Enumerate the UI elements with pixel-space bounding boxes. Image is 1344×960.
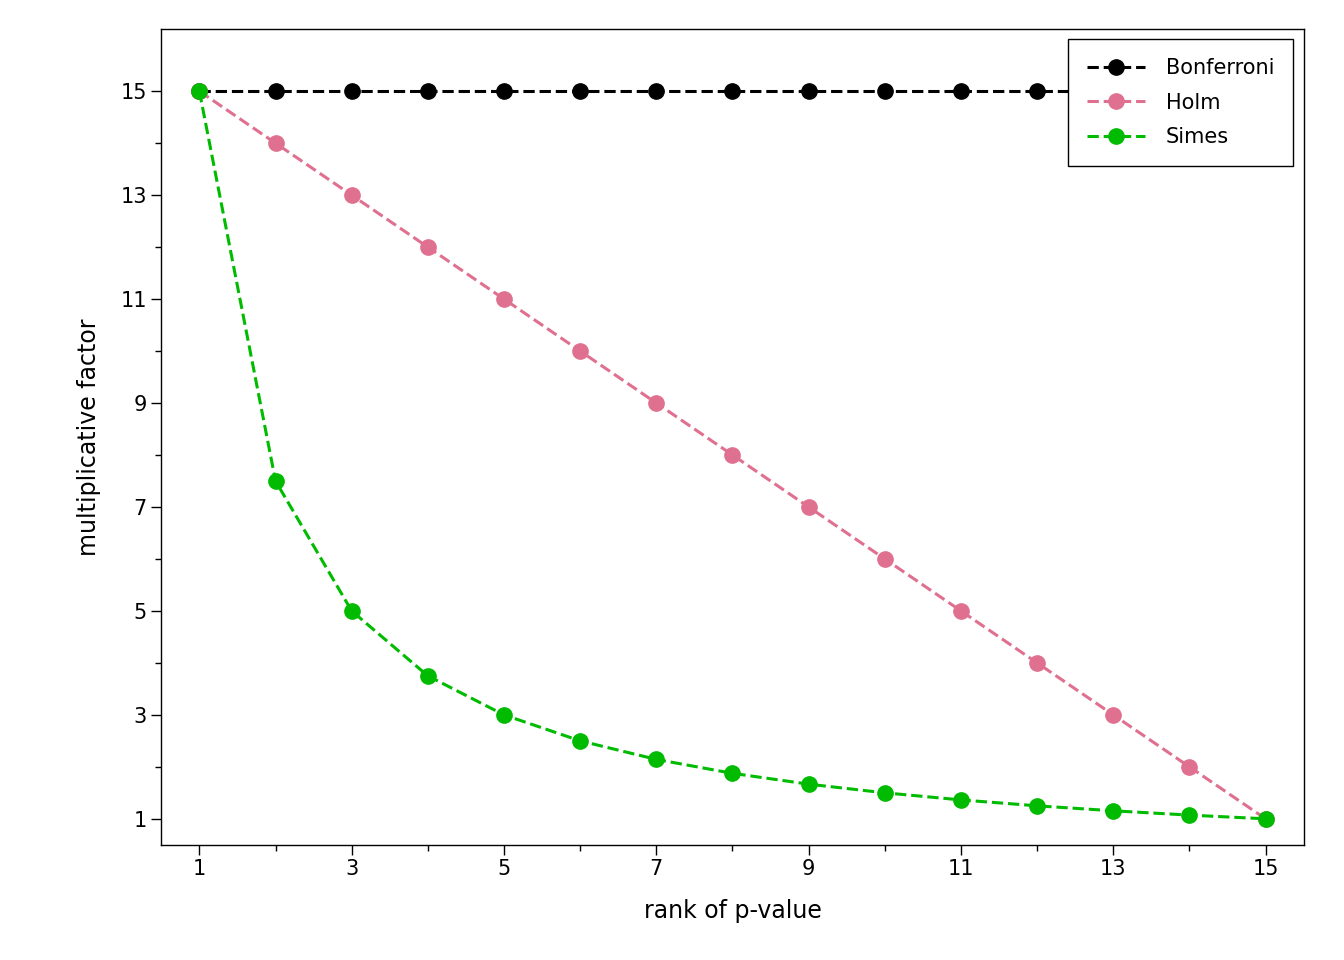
Simes [573,735,589,747]
Holm [648,397,664,409]
Simes [496,709,512,721]
Bonferroni [724,85,741,97]
Line: Bonferroni: Bonferroni [192,84,1273,99]
Bonferroni [496,85,512,97]
Simes [1030,800,1046,811]
Holm [267,137,284,149]
Bonferroni [191,85,207,97]
Holm [191,85,207,97]
Bonferroni [573,85,589,97]
Holm [724,449,741,461]
Simes [724,768,741,780]
Bonferroni [1030,85,1046,97]
Line: Simes: Simes [192,84,1273,827]
Simes [1181,809,1198,821]
Holm [1030,658,1046,669]
Legend: Bonferroni, Holm, Simes: Bonferroni, Holm, Simes [1068,39,1293,166]
Simes [953,794,969,805]
Simes [344,605,360,616]
Holm [496,294,512,305]
Bonferroni [801,85,817,97]
Bonferroni [1105,85,1121,97]
Holm [344,189,360,201]
Simes [419,670,435,682]
Simes [801,779,817,790]
Bonferroni [1258,85,1274,97]
Line: Holm: Holm [192,84,1273,827]
Simes [267,475,284,487]
Bonferroni [953,85,969,97]
Holm [953,605,969,616]
Bonferroni [344,85,360,97]
Bonferroni [1181,85,1198,97]
Holm [1105,709,1121,721]
Holm [419,241,435,252]
Bonferroni [267,85,284,97]
Bonferroni [419,85,435,97]
Bonferroni [648,85,664,97]
Simes [1258,813,1274,825]
X-axis label: rank of p-value: rank of p-value [644,899,821,923]
Simes [648,754,664,765]
Holm [573,346,589,357]
Holm [1258,813,1274,825]
Y-axis label: multiplicative factor: multiplicative factor [77,318,101,556]
Holm [1181,761,1198,773]
Simes [876,787,892,799]
Bonferroni [876,85,892,97]
Simes [191,85,207,97]
Simes [1105,805,1121,817]
Holm [876,553,892,564]
Holm [801,501,817,513]
